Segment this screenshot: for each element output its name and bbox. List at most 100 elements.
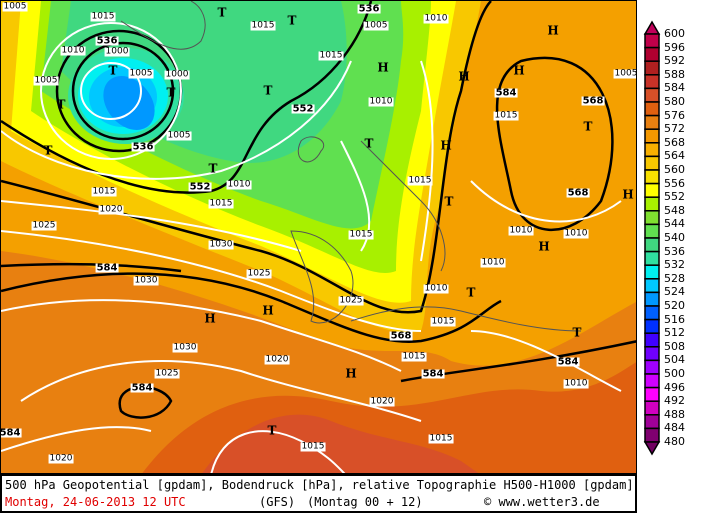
isobar-label: 1015 <box>430 316 456 327</box>
legend-label: 588 <box>664 67 685 81</box>
low-pressure-marker: T <box>43 143 53 158</box>
isobar-label: 1025 <box>246 268 272 279</box>
legend-label: 508 <box>664 339 685 353</box>
legend-label: 580 <box>664 95 685 108</box>
contour-584b <box>400 340 636 383</box>
isobar-label: 1010 <box>423 13 449 24</box>
contour-584-closed <box>118 385 173 419</box>
legend-swatch <box>644 373 660 389</box>
legend-swatch <box>644 210 660 226</box>
legend-label: 556 <box>664 176 685 190</box>
legend-swatch <box>644 332 660 348</box>
legend-label: 544 <box>664 217 685 231</box>
legend-label: 520 <box>664 299 685 312</box>
legend-label: 572 <box>664 122 685 136</box>
legend-swatch <box>644 182 660 198</box>
geopotential-label: 568 <box>389 330 413 342</box>
caption-copyright[interactable]: © www.wetter3.de <box>484 495 600 509</box>
legend-label: 548 <box>664 203 685 217</box>
isobar-label: 1015 <box>348 229 374 240</box>
legend-swatch <box>644 264 660 280</box>
legend-swatch <box>644 60 660 76</box>
legend-swatch <box>644 427 660 443</box>
low-pressure-marker: T <box>208 161 218 176</box>
legend-swatch <box>644 278 660 294</box>
coastlines <box>120 1 582 332</box>
legend-label: 528 <box>664 271 685 285</box>
geopotential-label: 568 <box>566 187 590 199</box>
high-pressure-marker: H <box>262 303 274 318</box>
legend-swatch <box>644 114 660 130</box>
legend-swatch <box>644 400 660 416</box>
isobar-label: 1005 <box>363 20 389 31</box>
caption-model: (GFS) <box>259 495 296 509</box>
legend-swatch <box>644 169 660 185</box>
legend-swatch <box>644 291 660 307</box>
low-pressure-marker: T <box>166 85 176 100</box>
copyright-symbol: © <box>484 495 492 509</box>
isobar-label: 1010 <box>60 45 86 56</box>
legend-label: 536 <box>664 244 685 258</box>
field-584 <box>202 414 479 473</box>
legend-bottom-arrow <box>643 441 661 456</box>
low-pressure-marker: T <box>364 136 374 151</box>
geopotential-label: 552 <box>291 103 315 115</box>
low-pressure-marker: T <box>217 5 227 20</box>
legend-swatch <box>644 155 660 171</box>
low-pressure-marker: T <box>56 97 66 112</box>
isobar-label: 1005 <box>128 68 154 79</box>
contour-568 <box>1 272 502 343</box>
geopotential-label: 568 <box>581 95 605 107</box>
legend-label: 564 <box>664 149 685 163</box>
legend-swatch <box>644 414 660 430</box>
legend-swatch <box>644 101 660 117</box>
pressure-isobars <box>1 22 622 473</box>
contour-552 <box>1 1 373 194</box>
low-pressure-marker: T <box>466 285 476 300</box>
low-pressure-marker: T <box>583 119 593 134</box>
legend-label: 592 <box>664 54 685 68</box>
legend-swatch <box>644 386 660 402</box>
geopotential-label: 584 <box>421 368 445 380</box>
high-pressure-marker: H <box>538 239 550 254</box>
low-pressure-marker: T <box>263 83 273 98</box>
site-link[interactable]: www.wetter3.de <box>498 495 600 509</box>
legend-label: 484 <box>664 421 685 435</box>
legend-label: 540 <box>664 231 685 244</box>
isobar-label: 1015 <box>493 110 519 121</box>
high-pressure-marker: H <box>458 69 470 84</box>
isobar-label: 1005 <box>166 130 192 141</box>
legend-swatch <box>644 223 660 239</box>
high-pressure-marker: H <box>622 187 634 202</box>
geopotential-label: 536 <box>357 3 381 15</box>
legend-swatch <box>644 142 660 158</box>
legend-label: 488 <box>664 407 685 421</box>
isobar-label: 1005 <box>33 75 59 86</box>
legend-swatch <box>644 33 660 49</box>
legend-label: 568 <box>664 135 685 149</box>
low-pressure-marker: T <box>444 194 454 209</box>
caption-date: Montag, 24-06-2013 12 UTC <box>5 495 186 509</box>
caption-box: 500 hPa Geopotential [gpdam], Bodendruck… <box>0 474 637 513</box>
legend-colorbar <box>643 20 661 456</box>
isobar-label: 1015 <box>428 433 454 444</box>
isobar-label: 1000 <box>104 46 130 57</box>
legend-swatch <box>644 305 660 321</box>
low-pressure-marker: T <box>267 423 277 438</box>
high-pressure-marker: H <box>204 311 216 326</box>
isobar-label: 1015 <box>318 50 344 61</box>
weather-map: 1005 1015 1015 1010 1005 1010 1005 1000 1005 1000… <box>0 0 637 474</box>
legend-swatch <box>644 318 660 334</box>
geopotential-label: 584 <box>494 87 518 99</box>
caption-title: 500 hPa Geopotential [gpdam], Bodendruck… <box>5 478 634 492</box>
high-pressure-marker: H <box>345 366 357 381</box>
geopotential-label: 584 <box>130 382 154 394</box>
isobar-label: 1025 <box>31 220 57 231</box>
geopotential-label: 584 <box>556 356 580 368</box>
legend-label: 492 <box>664 394 685 408</box>
caption-run: (Montag 00 + 12) <box>307 495 423 509</box>
isobar-label: 1010 <box>563 378 589 389</box>
isobar-label: 1015 <box>90 11 116 22</box>
geopotential-label: 552 <box>188 181 212 193</box>
isobar-label: 1025 <box>338 295 364 306</box>
